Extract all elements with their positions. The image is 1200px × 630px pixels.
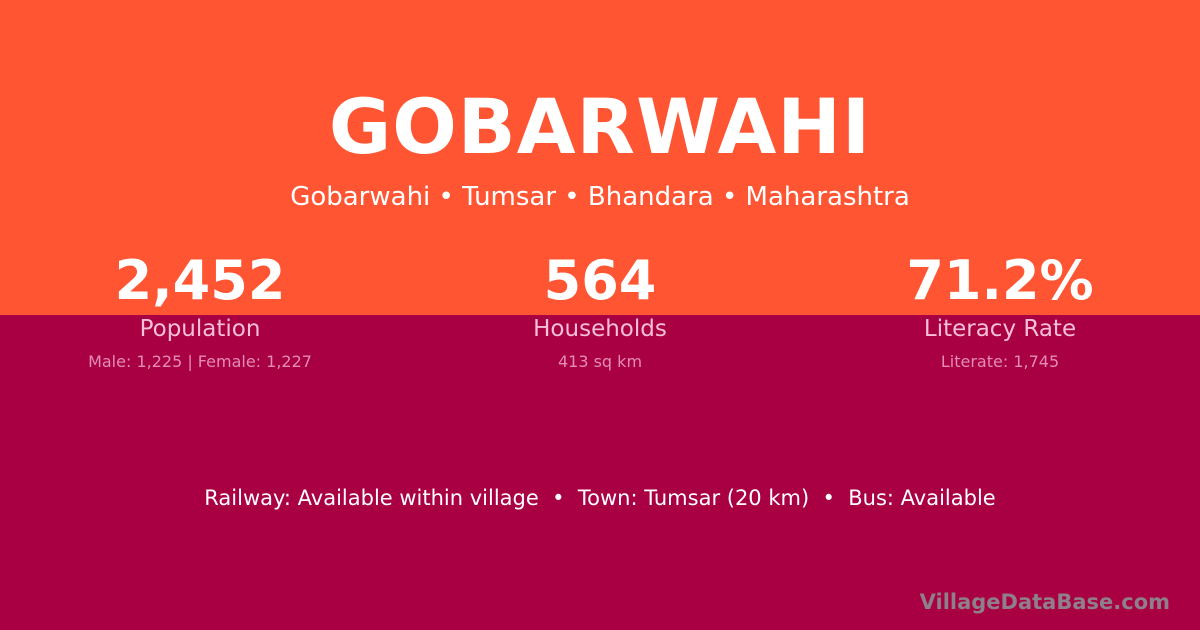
stat-sub: Male: 1,225 | Female: 1,227	[88, 352, 312, 371]
stat-value: 71.2%	[906, 249, 1094, 312]
watermark: VillageDataBase.com	[919, 590, 1170, 614]
connectivity-info: Railway: Available within village • Town…	[204, 486, 996, 510]
header-band	[0, 0, 1200, 315]
stat-value: 2,452	[114, 249, 286, 312]
stat-sub: Literate: 1,745	[940, 352, 1060, 371]
page-title: GOBARWAHI	[328, 82, 872, 171]
stat-value: 564	[543, 249, 657, 312]
stat-label: Households	[533, 316, 667, 342]
breadcrumb: Gobarwahi • Tumsar • Bhandara • Maharash…	[290, 182, 910, 212]
stat-label: Population	[139, 316, 261, 342]
stat-sub: 413 sq km	[557, 352, 643, 371]
stat-population: 2,452 Population Male: 1,225 | Female: 1…	[0, 248, 400, 371]
stat-literacy: 71.2% Literacy Rate Literate: 1,745	[800, 248, 1200, 371]
stat-households: 564 Households 413 sq km	[400, 248, 800, 371]
stat-label: Literacy Rate	[923, 316, 1077, 342]
